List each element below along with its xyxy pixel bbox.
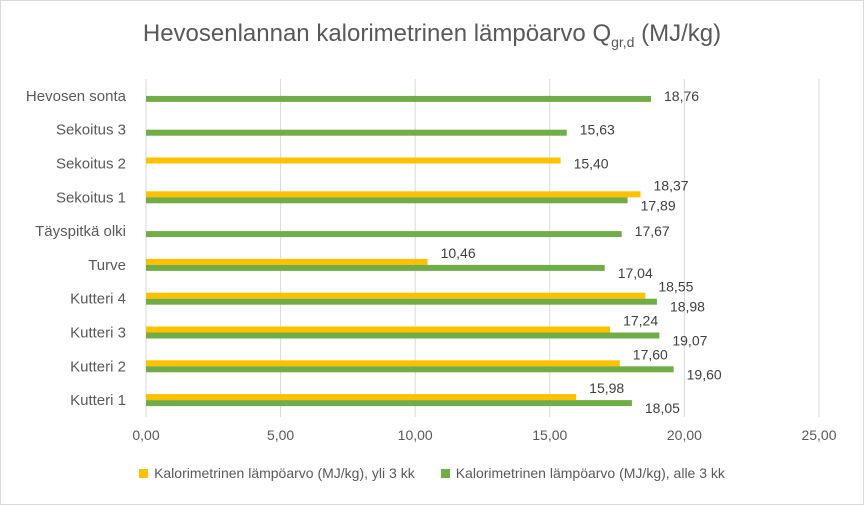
category-label: Kutteri 4 (70, 291, 126, 308)
data-label: 18,05 (645, 400, 680, 416)
chart-title-subscript: gr,d (611, 33, 635, 50)
chart-title: Hevosenlannan kalorimetrinen lämpöarvo Q… (0, 20, 864, 50)
bar (146, 95, 652, 102)
legend: Kalorimetrinen lämpöarvo (MJ/kg), yli 3 … (0, 465, 864, 481)
legend-label-series-1: Kalorimetrinen lämpöarvo (MJ/kg), yli 3 … (154, 465, 415, 481)
bar (146, 298, 657, 305)
data-label: 18,76 (664, 88, 699, 104)
bar (146, 197, 628, 204)
bar (146, 360, 620, 367)
legend-item-series-1: Kalorimetrinen lämpöarvo (MJ/kg), yli 3 … (139, 465, 415, 481)
x-tick-label: 15,00 (532, 427, 567, 443)
bar (146, 326, 611, 333)
bar (146, 394, 577, 401)
category-label: Turve (88, 257, 126, 274)
data-label: 15,63 (580, 122, 615, 138)
category-label: Sekoitus 3 (56, 122, 126, 139)
data-label: 18,55 (658, 279, 693, 295)
bar (146, 366, 674, 373)
data-label: 18,37 (654, 177, 689, 193)
legend-label-series-2: Kalorimetrinen lämpöarvo (MJ/kg), alle 3… (455, 465, 725, 481)
data-label: 19,60 (687, 366, 722, 382)
category-label: Sekoitus 1 (56, 189, 126, 206)
category-label: Sekoitus 2 (56, 156, 126, 173)
category-label: Kutteri 2 (70, 358, 126, 375)
data-label: 17,89 (641, 197, 676, 213)
x-tick-label: 25,00 (801, 427, 836, 443)
x-tick-label: 0,00 (132, 427, 159, 443)
bar (146, 264, 605, 271)
legend-swatch-series-2 (440, 468, 450, 478)
bar (146, 292, 646, 299)
data-label: 15,98 (589, 380, 624, 396)
bar (146, 258, 428, 265)
data-label: 19,07 (672, 333, 707, 349)
data-label: 15,40 (574, 156, 609, 172)
chart-title-unit: (MJ/kg) (634, 20, 722, 47)
x-tick-label: 20,00 (667, 427, 702, 443)
category-label: Kutteri 1 (70, 392, 126, 409)
bar (146, 129, 567, 136)
data-label: 17,67 (635, 223, 670, 239)
x-tick-label: 10,00 (398, 427, 433, 443)
data-label: 10,46 (441, 245, 476, 261)
data-label: 17,04 (618, 265, 653, 281)
bar (146, 332, 660, 339)
bar (146, 400, 632, 407)
bar (146, 191, 641, 198)
category-label: Kutteri 3 (70, 325, 126, 342)
data-label: 17,60 (633, 346, 668, 362)
chart-title-main: Hevosenlannan kalorimetrinen lämpöarvo Q (142, 20, 612, 47)
legend-swatch-series-1 (139, 468, 149, 478)
x-tick-label: 5,00 (267, 427, 294, 443)
data-label: 17,24 (623, 313, 658, 329)
category-label: Hevosen sonta (26, 88, 127, 105)
bar (146, 157, 561, 164)
data-label: 18,98 (670, 299, 705, 315)
category-label: Täyspitkä olki (35, 223, 126, 240)
bar (146, 231, 622, 238)
legend-item-series-2: Kalorimetrinen lämpöarvo (MJ/kg), alle 3… (440, 465, 725, 481)
